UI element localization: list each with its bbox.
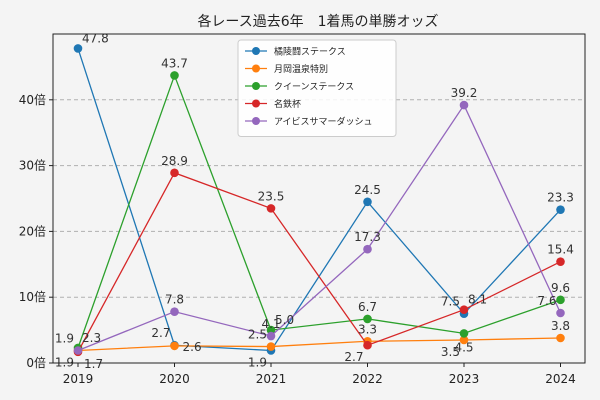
data-point: [170, 341, 179, 351]
chart-title: 各レース過去6年 1着馬の単勝オッズ: [197, 14, 438, 30]
data-label: 3.3: [358, 322, 377, 336]
data-point: [459, 100, 469, 110]
data-label: 6.7: [358, 300, 377, 314]
data-label: 1.9: [248, 355, 267, 369]
data-point: [266, 204, 276, 213]
data-point: [556, 308, 565, 318]
data-label: 15.4: [547, 243, 574, 257]
data-label: 5.0: [275, 313, 294, 327]
data-point: [266, 342, 276, 351]
y-tick-label: 0倍: [26, 355, 46, 370]
x-tick-label: 2022: [352, 372, 383, 386]
data-point: [556, 295, 565, 305]
data-point: [266, 325, 276, 335]
data-point: [73, 346, 83, 355]
data-point: [459, 329, 469, 338]
data-point: [556, 205, 565, 214]
series-line: [77, 337, 561, 352]
data-point: [363, 244, 372, 254]
legend-marker: [252, 117, 260, 125]
x-tick-label: 2023: [449, 372, 480, 386]
legend-label: アイビスサマーダッシュ: [274, 116, 373, 128]
legend-label: 橘陵闘ステークス: [274, 47, 346, 58]
data-point: [73, 44, 83, 53]
data-labels: 47.8 2.7 1.9 24.5 7.5 23.3 1.9 2.6 2.5 3.3 3.5 3.8 2…: [55, 31, 574, 370]
data-label: 3.8: [551, 319, 570, 333]
data-label: 2.3: [82, 331, 101, 345]
y-tick-label: 10倍: [19, 289, 46, 304]
data-point: [363, 197, 372, 207]
legend-label: 名鉄杯: [274, 98, 301, 110]
data-label: 23.5: [258, 189, 285, 203]
series-3: [73, 71, 565, 353]
data-label: 43.7: [161, 56, 188, 70]
x-tick-label: 2019: [63, 372, 94, 386]
data-label: 23.3: [547, 191, 574, 205]
data-label: 8.1: [468, 293, 487, 307]
legend-label: クイーンステークス: [274, 82, 354, 93]
legend-marker: [252, 82, 260, 90]
data-point: [170, 71, 179, 80]
plot-frame: [52, 33, 586, 364]
axes: 0倍 10倍 20倍 30倍 40倍 2019 2020 2021 2022 2023 2024: [19, 33, 586, 386]
data-point: [556, 333, 565, 343]
legend-item: 橘陵闘ステークス: [245, 47, 346, 58]
legend-item: 名鉄杯: [245, 98, 301, 110]
data-label: 7.5: [441, 295, 460, 309]
legend-marker: [252, 99, 260, 108]
y-tick-label: 30倍: [19, 158, 46, 173]
data-point: [459, 305, 469, 315]
data-label: 47.8: [82, 31, 109, 45]
legend-marker: [252, 47, 260, 55]
data-point: [266, 331, 276, 341]
data-label: 4.5: [454, 340, 473, 354]
series-lines: [73, 44, 565, 357]
data-label: 3.5: [441, 345, 460, 359]
y-tick-label: 40倍: [19, 92, 46, 107]
data-label: 39.2: [451, 86, 478, 100]
data-label: 1.7: [84, 357, 103, 371]
data-label: 28.9: [161, 154, 188, 168]
data-label: 17.3: [354, 230, 381, 244]
legend-marker: [252, 64, 260, 73]
y-tick-label: 20倍: [19, 223, 46, 238]
legend-item: クイーンステークス: [245, 82, 354, 93]
x-tick-label: 2024: [545, 372, 576, 386]
data-point: [170, 307, 179, 316]
data-point: [363, 314, 372, 324]
data-label: 4.1: [261, 317, 280, 331]
data-label: 9.6: [551, 281, 570, 295]
data-label: 7.8: [165, 293, 184, 307]
data-label: 2.5: [248, 328, 267, 342]
data-label: 2.7: [151, 326, 170, 340]
legend-item: 月岡温泉特別: [245, 63, 328, 75]
data-point: [170, 168, 179, 178]
data-point: [363, 340, 372, 350]
x-tick-label: 2021: [256, 372, 287, 386]
legend-label: 月岡温泉特別: [274, 63, 328, 75]
x-tick-label: 2020: [159, 372, 190, 386]
data-label: 7.6: [537, 294, 556, 308]
legend-item: アイビスサマーダッシュ: [245, 116, 373, 128]
data-label: 1.9: [55, 331, 74, 345]
series-4: [73, 168, 565, 357]
series-line: [77, 172, 561, 353]
data-point: [459, 335, 469, 345]
data-label: 1.9: [55, 355, 74, 369]
data-label: 2.6: [183, 340, 202, 354]
series-5: [73, 100, 565, 355]
data-label: 2.7: [344, 350, 363, 364]
data-point: [556, 257, 565, 266]
data-label: 24.5: [354, 183, 381, 197]
legend-box: [237, 39, 397, 137]
series-line: [77, 103, 562, 352]
series-line: [77, 73, 561, 349]
